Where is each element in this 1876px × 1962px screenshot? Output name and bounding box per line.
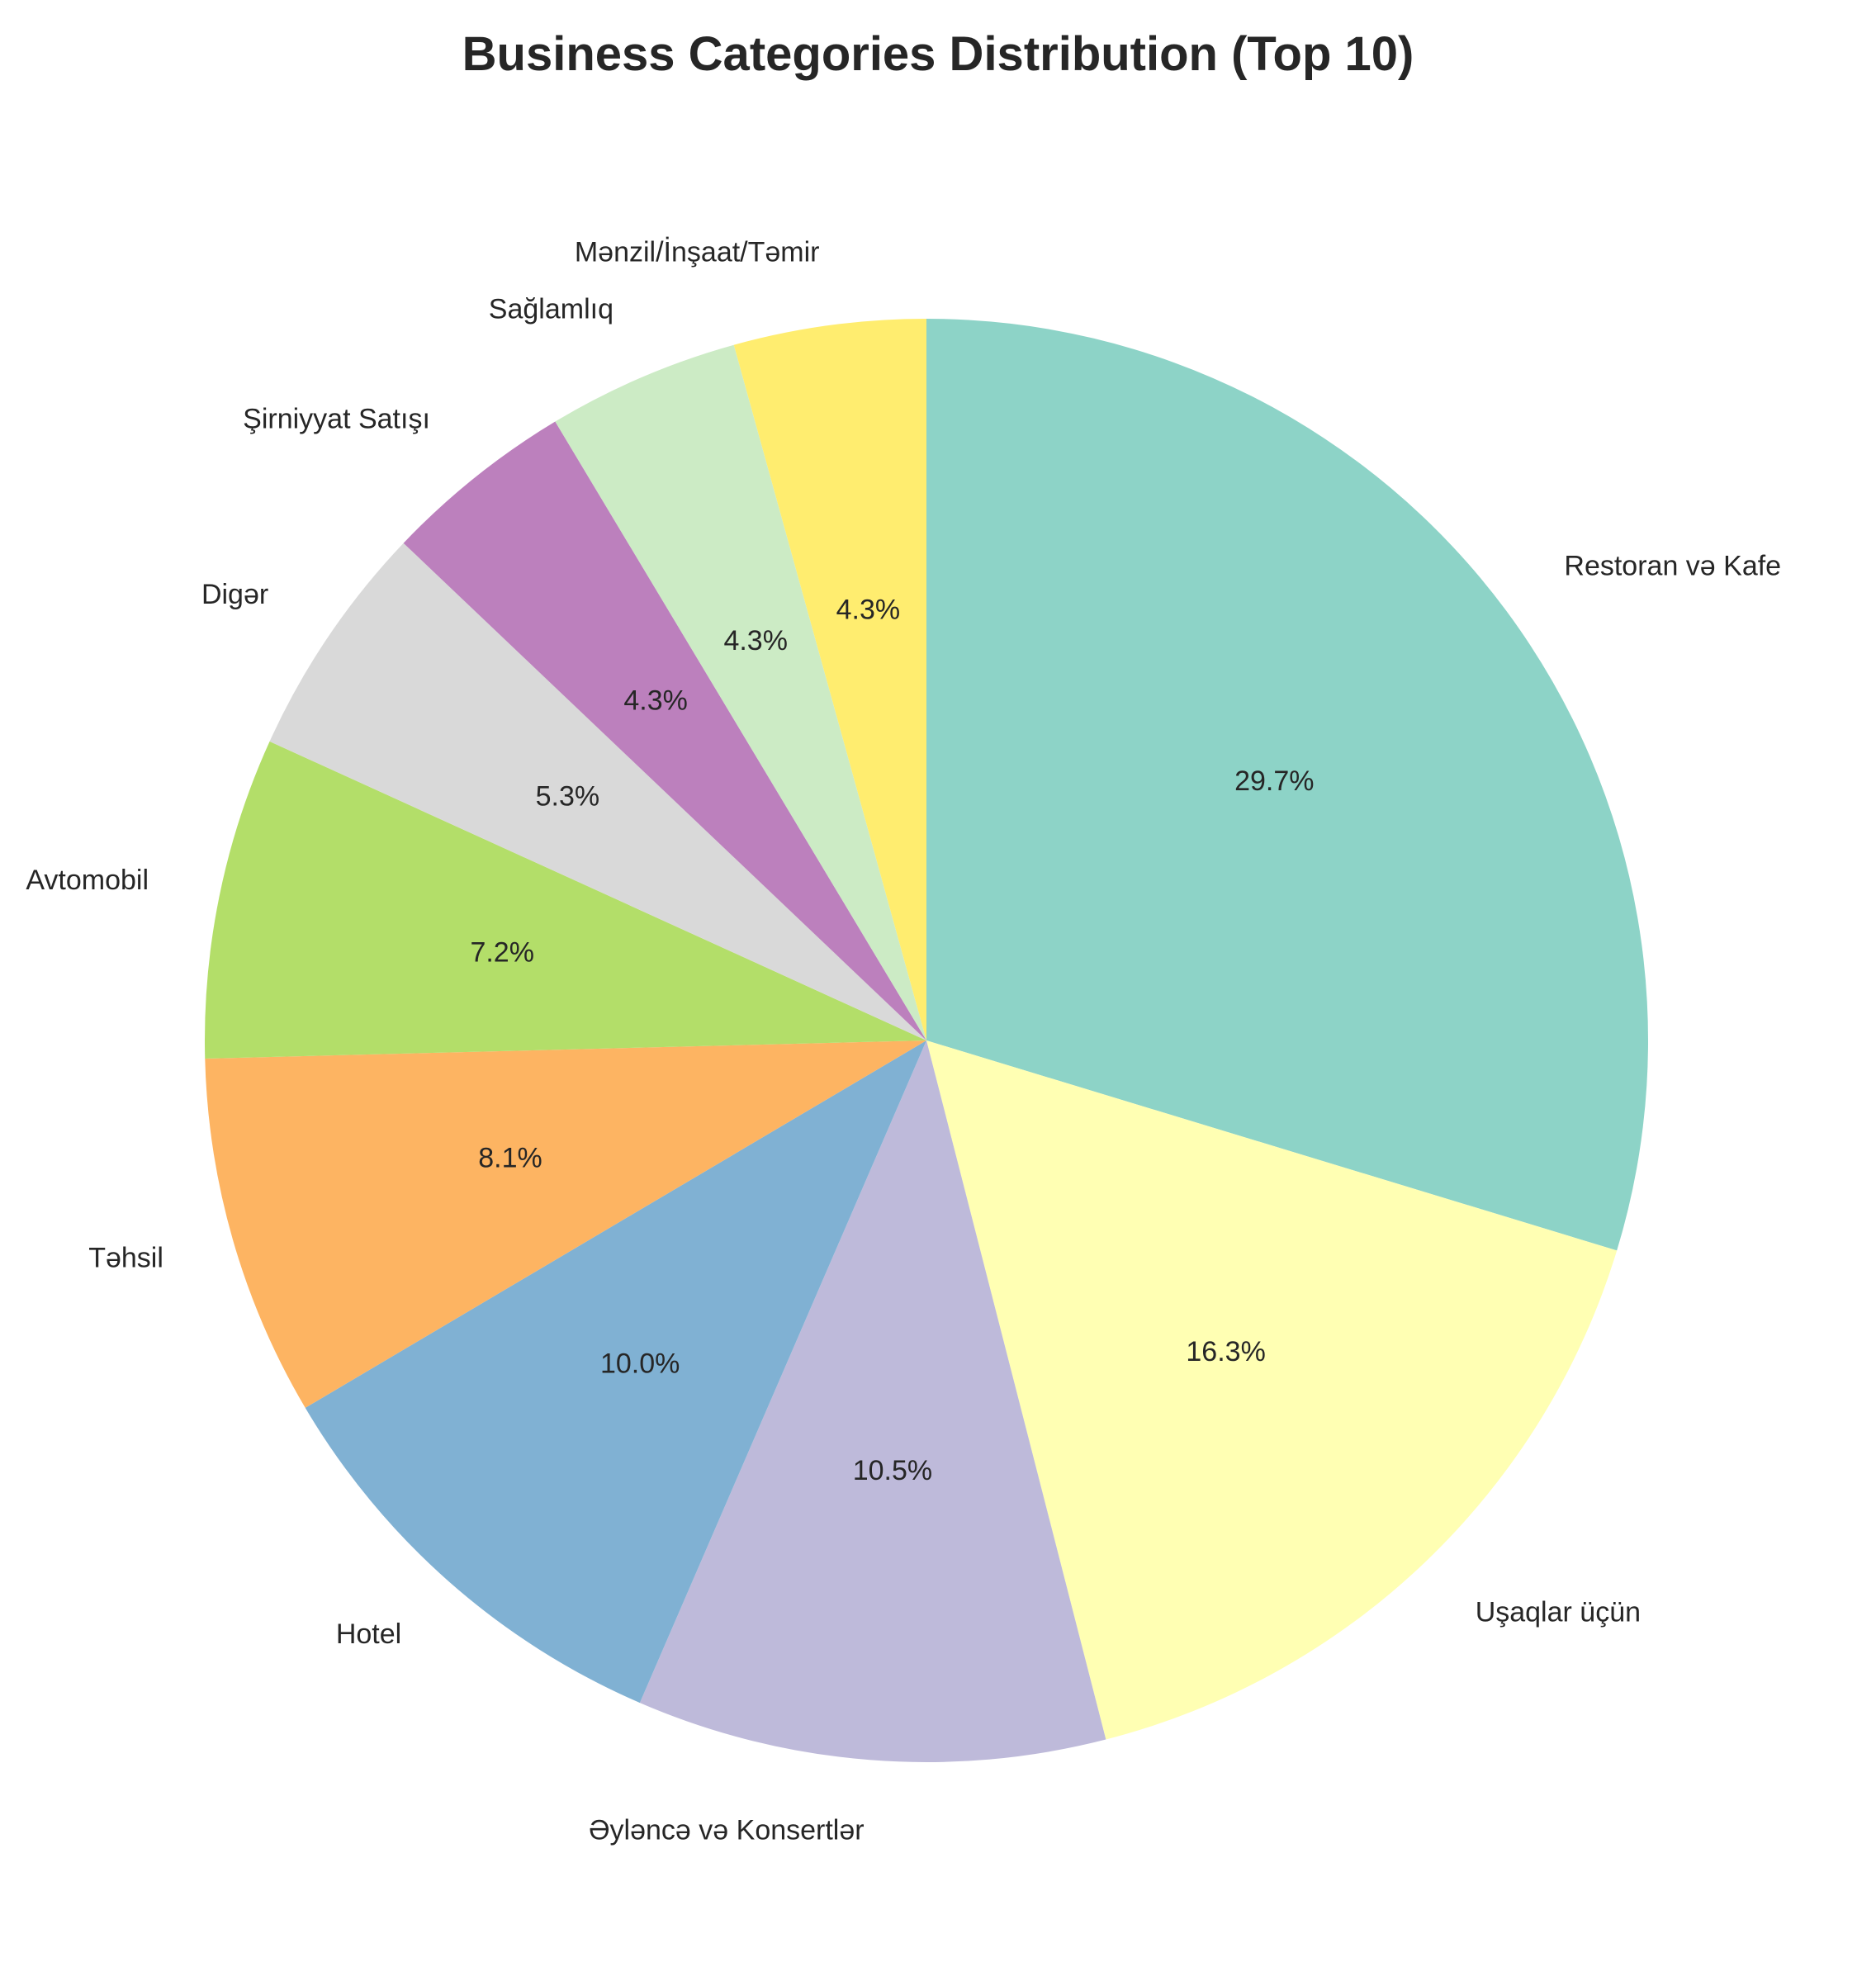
pie-slices: [205, 319, 1649, 1762]
pct-label-sirniyyat-sat-s: 4.3%: [623, 685, 688, 717]
pie-slice-avtomobil: [205, 741, 926, 1059]
slice-label-m-nzil-insaat-t-mir: Mənzil/İnşaat/Təmir: [575, 236, 820, 268]
slice-label-sirniyyat-sat-s: Şirniyyat Satışı: [243, 404, 430, 435]
pct-label-hotel: 10.0%: [600, 1348, 680, 1379]
pct-label-dig-r: 5.3%: [536, 781, 600, 813]
pct-label-m-nzil-insaat-t-mir: 4.3%: [836, 594, 901, 625]
pie-slice-sirniyyat-sat-s: [403, 421, 926, 1040]
pct-label-usaqlar-ucun: 16.3%: [1186, 1336, 1265, 1367]
slice-label-dig-r: Digər: [201, 579, 268, 610]
slice-label-yl-nc-v-konsertl-r: Əyləncə və Konsertlər: [589, 1814, 865, 1846]
pie-slice-m-nzil-insaat-t-mir: [733, 319, 926, 1040]
slice-label-avtomobil: Avtomobil: [26, 865, 149, 896]
pct-label-restoran-v-kafe: 29.7%: [1234, 765, 1314, 797]
slice-label-saglaml-q: Sağlamlıq: [489, 293, 613, 325]
chart-title: Business Categories Distribution (Top 10…: [462, 27, 1414, 81]
pct-label-saglaml-q: 4.3%: [723, 625, 788, 656]
pie-slice-restoran-v-kafe: [926, 319, 1649, 1251]
pie-slice-t-hsil: [205, 1040, 926, 1408]
pie-slice-yl-nc-v-konsertl-r: [639, 1040, 1106, 1762]
pie-slice-dig-r: [269, 543, 926, 1040]
pie-labels: Restoran və Kafe 29.7% Uşaqlar üçün 16.3% Əy…: [26, 236, 1781, 1846]
pct-label-avtomobil: 7.2%: [470, 936, 534, 968]
slice-label-usaqlar-ucun: Uşaqlar üçün: [1476, 1597, 1641, 1628]
pie-slice-hotel: [305, 1040, 927, 1704]
slice-label-t-hsil: Təhsil: [88, 1242, 163, 1273]
slice-label-hotel: Hotel: [336, 1618, 401, 1650]
pct-label-t-hsil: 8.1%: [478, 1143, 542, 1174]
pie-slice-saglaml-q: [555, 344, 926, 1041]
slice-label-restoran-v-kafe: Restoran və Kafe: [1564, 551, 1781, 582]
pie-slice-usaqlar-ucun: [926, 1040, 1618, 1740]
pct-label-yl-nc-v-konsertl-r: 10.5%: [853, 1455, 932, 1486]
